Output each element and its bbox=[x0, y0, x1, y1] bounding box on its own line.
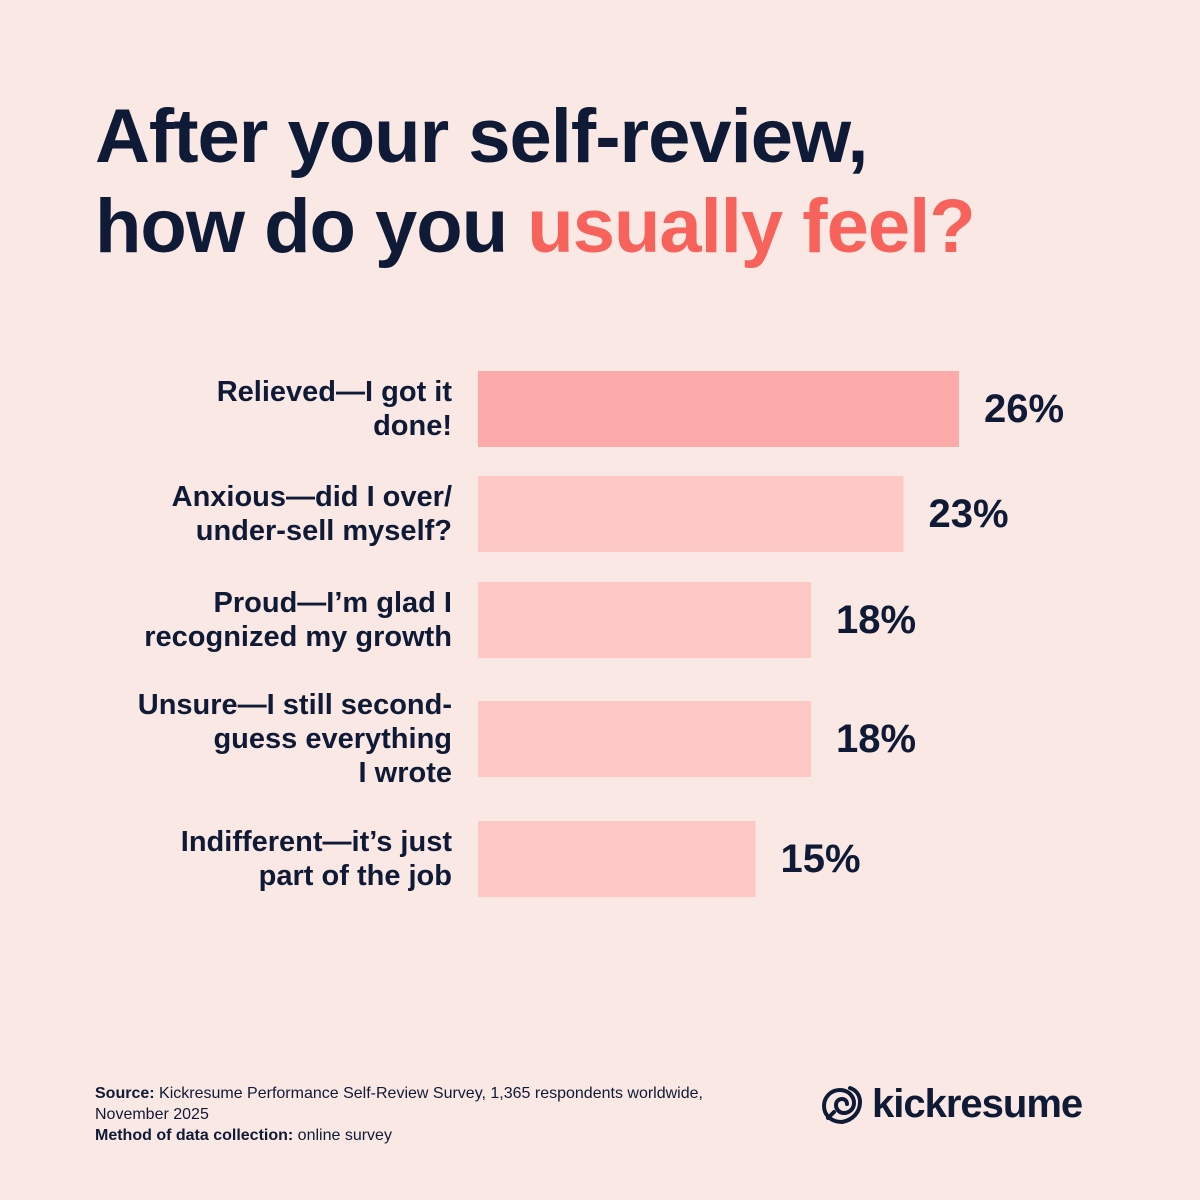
value-label-1: 26% bbox=[984, 387, 1064, 431]
category-label-5: Indifferent—it’s just part of the job bbox=[181, 826, 453, 892]
source-line: Source: Kickresume Performance Self-Revi… bbox=[95, 1083, 775, 1125]
value-label-5: 15% bbox=[781, 837, 861, 881]
category-label-line: guess everything bbox=[213, 723, 452, 755]
category-label-line: Anxious—did I over/ bbox=[172, 481, 452, 513]
title-line-1: After your self-review, bbox=[95, 94, 868, 179]
title-accent: usually feel? bbox=[527, 184, 975, 269]
category-label-line: Proud—I’m glad I bbox=[214, 587, 452, 619]
category-label-line: I wrote bbox=[359, 757, 452, 789]
bar-1 bbox=[478, 371, 959, 447]
source-text: Kickresume Performance Self-Review Surve… bbox=[95, 1085, 703, 1123]
category-label-4: Unsure—I still second-guess everything I … bbox=[138, 689, 452, 789]
brand-name: kickresume bbox=[872, 1081, 1083, 1126]
page-title: After your self-review, how do you usual… bbox=[95, 92, 1115, 272]
category-label-line: under-sell myself? bbox=[196, 515, 452, 547]
bar-4 bbox=[478, 701, 811, 777]
category-label-line: done! bbox=[373, 410, 452, 442]
bar-2 bbox=[478, 476, 904, 552]
category-label-line: Unsure—I still second- bbox=[138, 689, 452, 721]
kickresume-logo-icon bbox=[822, 1086, 862, 1124]
category-label-2: Anxious—did I over/under-sell myself? bbox=[172, 481, 452, 547]
method-text: online survey bbox=[297, 1127, 392, 1144]
source-label: Source: bbox=[95, 1085, 155, 1102]
title-line-2-plain: how do you bbox=[95, 184, 528, 269]
value-label-3: 18% bbox=[836, 598, 916, 642]
category-label-line: part of the job bbox=[259, 860, 452, 892]
title-line-2: how do you usually feel? bbox=[95, 182, 1115, 272]
bar-3 bbox=[478, 582, 811, 658]
method-line: Method of data collection: online survey bbox=[95, 1125, 775, 1146]
bar-5 bbox=[478, 821, 756, 897]
value-label-4: 18% bbox=[836, 717, 916, 761]
value-label-2: 23% bbox=[929, 492, 1009, 536]
category-label-line: recognized my growth bbox=[144, 621, 452, 653]
category-label-1: Relieved—I got it done! bbox=[217, 376, 453, 442]
method-label: Method of data collection: bbox=[95, 1127, 294, 1144]
category-label-line: Indifferent—it’s just bbox=[181, 826, 453, 858]
kickresume-logo: kickresume bbox=[820, 1078, 1083, 1130]
footer-source: Source: Kickresume Performance Self-Revi… bbox=[95, 1083, 775, 1146]
category-label-line: Relieved—I got it bbox=[217, 376, 453, 408]
